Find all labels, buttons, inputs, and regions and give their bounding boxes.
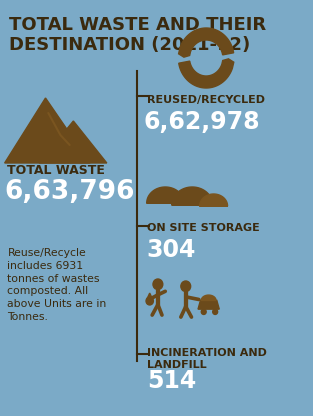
Text: 304: 304 [147, 238, 196, 262]
Circle shape [181, 281, 191, 292]
Circle shape [146, 297, 153, 305]
Circle shape [213, 309, 218, 314]
Polygon shape [200, 194, 228, 206]
Circle shape [153, 279, 163, 290]
Text: 514: 514 [147, 369, 196, 393]
Polygon shape [172, 187, 213, 205]
Text: TOTAL WASTE: TOTAL WASTE [8, 164, 105, 177]
Polygon shape [201, 295, 216, 300]
Circle shape [201, 309, 206, 314]
Text: REUSED/RECYCLED: REUSED/RECYCLED [147, 95, 265, 105]
Text: 6,62,978: 6,62,978 [144, 110, 261, 134]
Text: 6,63,796: 6,63,796 [5, 179, 135, 205]
Text: INCINERATION AND
LANDFILL: INCINERATION AND LANDFILL [147, 348, 267, 369]
Polygon shape [198, 300, 219, 309]
Polygon shape [147, 293, 152, 298]
Polygon shape [5, 98, 90, 163]
Text: TOTAL WASTE AND THEIR
DESTINATION (2011-12): TOTAL WASTE AND THEIR DESTINATION (2011-… [9, 16, 266, 54]
Text: Reuse/Recycle
includes 6931
tonnes of wastes
composted. All
above Units are in
T: Reuse/Recycle includes 6931 tonnes of wa… [8, 248, 107, 322]
Polygon shape [179, 59, 234, 88]
Text: ON SITE STORAGE: ON SITE STORAGE [147, 223, 259, 233]
Polygon shape [179, 28, 233, 57]
Polygon shape [39, 121, 107, 163]
Polygon shape [147, 187, 184, 203]
